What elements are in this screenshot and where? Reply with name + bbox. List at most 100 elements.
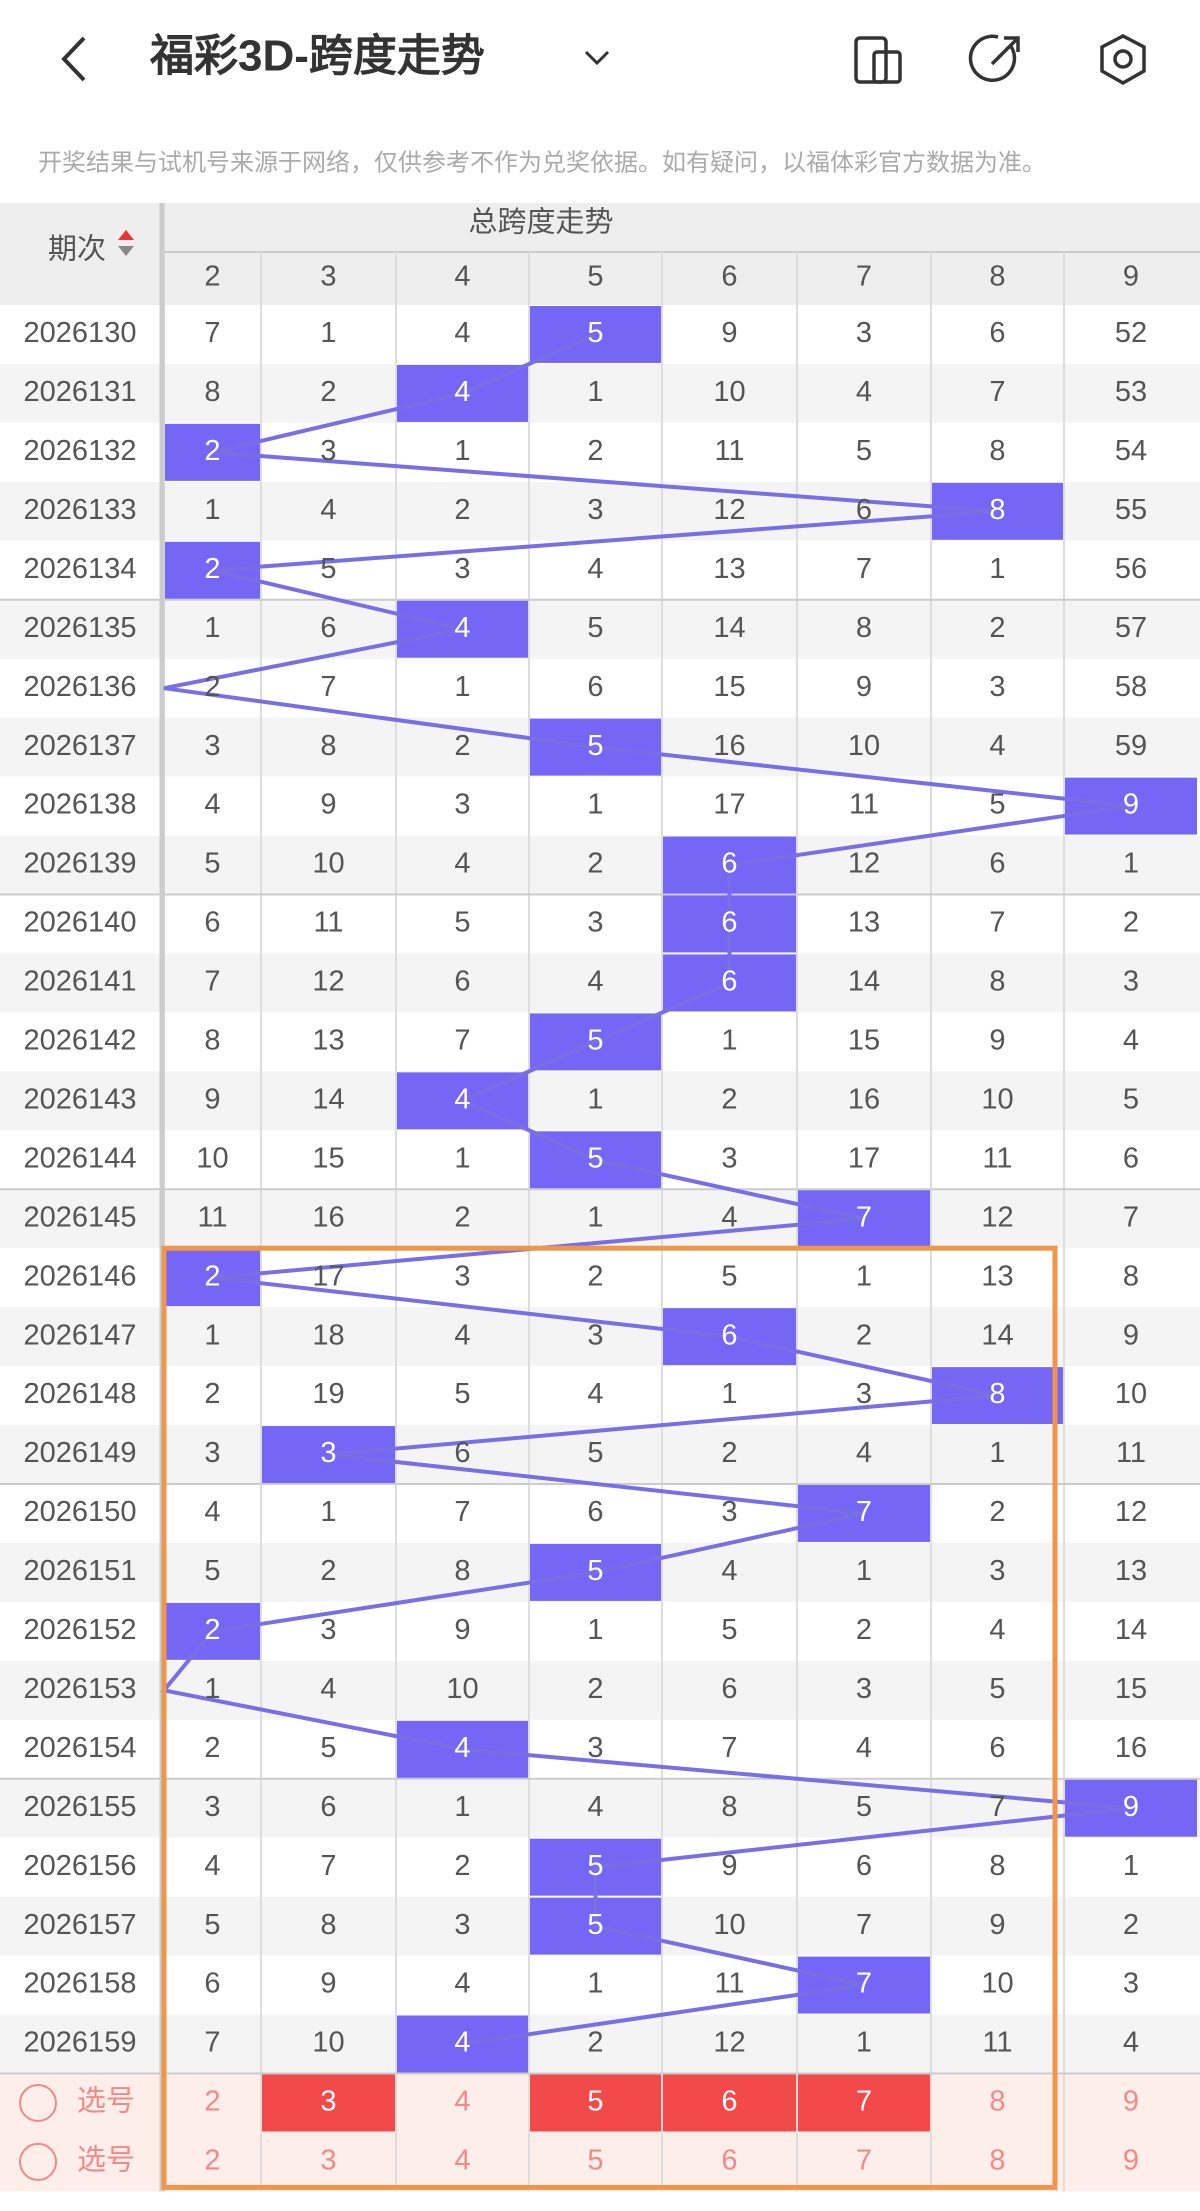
cell-value: 7 [320,671,336,703]
table-header-bg [0,203,1200,305]
cell-value: 13 [981,1260,1013,1292]
cell-value: 9 [320,1968,336,2000]
issue-number: 2026135 [24,612,137,644]
cell-value: 1 [856,2027,872,2059]
cell-value: 2 [856,1614,872,1646]
cell-value: 4 [320,1673,336,1705]
select-number[interactable]: 6 [721,2145,737,2177]
cell-value: 2 [454,1201,470,1233]
cell-value: 4 [204,1496,220,1528]
select-number[interactable]: 2 [204,2145,220,2177]
cell-value: 4 [1123,1025,1139,1057]
cell-value: 4 [587,1791,603,1823]
selected-number[interactable]: 3 [320,2086,336,2118]
cell-value: 11 [982,1142,1012,1174]
cell-value: 8 [204,376,220,408]
cell-value: 2 [1123,907,1139,939]
cell-value: 1 [587,1614,603,1646]
cell-value: 6 [587,1496,603,1528]
cell-value: 6 [989,848,1005,880]
icon-settings[interactable] [1100,34,1146,86]
cell-value: 8 [989,435,1005,467]
cell-value: 5 [320,1732,336,1764]
hit-value: 8 [989,1378,1005,1410]
select-number[interactable]: 7 [856,2145,872,2177]
cell-value: 1 [721,1025,737,1057]
select-number[interactable]: 9 [1123,2086,1139,2118]
select-circle[interactable] [19,2142,57,2181]
cell-value: 6 [1123,1142,1139,1174]
select-number[interactable]: 3 [320,2145,336,2177]
cell-value: 11 [197,1201,227,1233]
select-number[interactable]: 4 [454,2086,470,2118]
back-button[interactable] [61,36,86,82]
select-number[interactable]: 5 [587,2145,603,2177]
hit-value: 4 [454,612,470,644]
cell-value: 1 [587,1083,603,1115]
issue-number: 2026132 [24,435,137,467]
cell-value: 10 [713,1909,745,1941]
cell-value: 1 [204,1319,220,1351]
row-bg [0,1660,1200,1720]
selected-number[interactable]: 7 [856,2086,872,2118]
dropdown[interactable] [584,50,610,66]
cell-value: 1 [204,1673,220,1705]
cell-value: 14 [312,1083,344,1115]
cell-value: 6 [320,1791,336,1823]
row-bg [0,953,1200,1013]
cell-value: 9 [1123,1319,1139,1351]
cell-value: 6 [587,671,603,703]
issue-number: 2026157 [24,1909,137,1941]
hit-value: 2 [204,553,220,585]
issue-number: 2026156 [24,1850,137,1882]
selected-number[interactable]: 5 [587,2086,603,2118]
cell-value: 8 [856,612,872,644]
issue-number: 2026147 [24,1319,137,1351]
issue-number: 2026133 [24,494,137,526]
select-number[interactable]: 9 [1123,2145,1139,2177]
issue-number: 2026138 [24,789,137,821]
select-number[interactable]: 8 [989,2086,1005,2118]
cell-value: 2 [721,1437,737,1469]
cell-value: 12 [1115,1496,1147,1528]
cell-value: 12 [981,1201,1013,1233]
cell-value: 2 [989,1496,1005,1528]
cell-value: 7 [204,966,220,998]
selected-cell [798,2074,930,2132]
icon-device[interactable] [854,36,902,84]
cell-value: 4 [204,789,220,821]
cell-value: 17 [848,1142,880,1174]
cell-value: 5 [989,789,1005,821]
cell-value: 2 [204,1378,220,1410]
cell-value: 10 [981,1968,1013,2000]
select-number[interactable]: 8 [989,2145,1005,2177]
cell-value: 1 [721,1378,737,1410]
cell-value: 4 [320,494,336,526]
column-header: 4 [454,261,470,293]
cell-value: 8 [1123,1260,1139,1292]
hit-value: 5 [587,1850,603,1882]
select-number[interactable]: 2 [204,2086,220,2118]
cell-value: 4 [204,1850,220,1882]
cell-value: 3 [454,1909,470,1941]
cell-value: 11 [714,435,744,467]
hit-value: 9 [1123,789,1139,821]
cell-value: 2 [454,730,470,762]
cell-value: 12 [713,2027,745,2059]
cell-value: 1 [454,1142,470,1174]
cell-value: 1 [320,1496,336,1528]
column-header: 3 [320,261,336,293]
cell-value: 6 [454,966,470,998]
sort-down [118,246,134,256]
icon-share[interactable] [968,34,1020,83]
cell-value: 4 [989,1614,1005,1646]
hit-value: 5 [587,1909,603,1941]
title: 福彩3D-跨度走势 [149,32,485,81]
cell-value: 14 [1115,1614,1147,1646]
select-number[interactable]: 4 [454,2145,470,2177]
cell-value: 1 [587,789,603,821]
cell-value: 10 [446,1673,478,1705]
cell-value: 8 [989,966,1005,998]
select-circle[interactable] [19,2083,57,2122]
selected-number[interactable]: 6 [721,2086,737,2118]
